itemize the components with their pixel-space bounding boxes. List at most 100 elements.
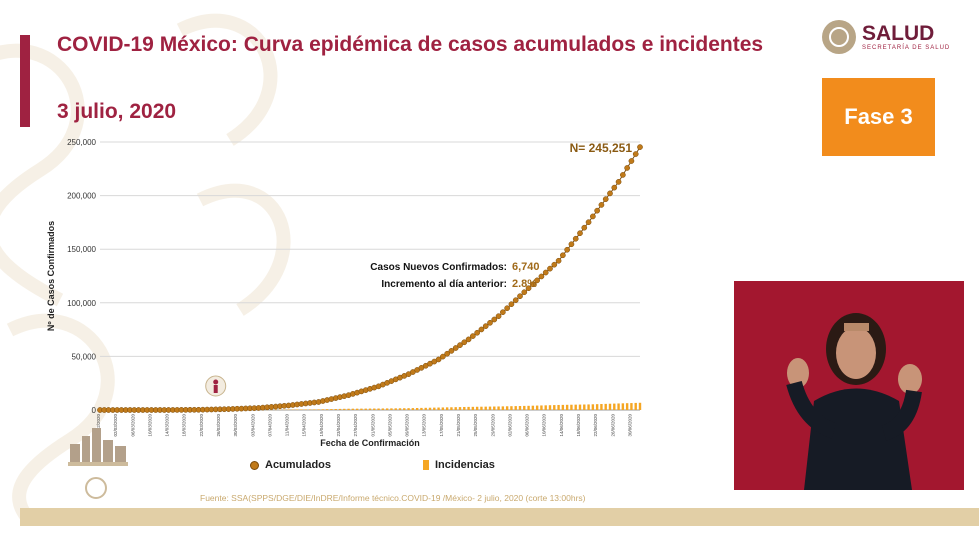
cumulative-point (521, 289, 528, 296)
cumulative-point (598, 202, 605, 208)
incidence-bar (295, 409, 299, 410)
x-tick-label: 27/04/2020 (353, 414, 358, 437)
incidence-bar (527, 405, 530, 410)
x-axis-title: Fecha de Confirmación (320, 438, 420, 448)
cumulative-point (457, 342, 463, 348)
x-tick-label: 21/05/2020 (456, 414, 461, 437)
incidence-bar (613, 403, 616, 410)
incidence-bar (420, 407, 423, 410)
cumulative-point (517, 293, 523, 300)
incidence-bar (407, 408, 410, 410)
cumulative-point (440, 353, 446, 360)
sign-language-interpreter-video (734, 281, 964, 490)
background-pattern (0, 13, 291, 520)
incidence-bar (377, 408, 380, 410)
x-tick-label: 09/05/2020 (405, 414, 410, 437)
interpreter-figure (734, 281, 964, 490)
incidence-bar (287, 409, 290, 411)
incidence-bar (540, 405, 543, 410)
cumulative-point (547, 265, 553, 272)
x-tick-label: 26/06/2020 (610, 414, 615, 437)
town-illustration-icon (68, 428, 128, 466)
incidence-bar (604, 403, 607, 410)
incidence-bar (548, 405, 552, 410)
x-tick-label: 27/02/2020 (96, 414, 101, 437)
x-tick-label: 01/05/2020 (370, 414, 375, 437)
x-tick-label: 15/04/2020 (302, 414, 307, 437)
cumulative-point (491, 316, 498, 323)
phase-badge: Fase 3 (822, 78, 935, 156)
incidence-bar (510, 406, 513, 410)
x-tick-label: 02/03/2020 (113, 414, 118, 437)
incidence-bar (351, 408, 355, 410)
incidence-bar (403, 408, 406, 410)
incidence-bar (553, 405, 556, 410)
incidence-bar (458, 407, 462, 410)
y-tick-label: 0 (92, 406, 97, 415)
incidence-bar (415, 407, 419, 410)
incidence-bar (583, 404, 586, 410)
incidence-bar (493, 406, 496, 410)
incidence-bar (450, 407, 453, 410)
incidence-bar (398, 408, 402, 410)
incidence-bar (505, 406, 509, 410)
new-cases-value: 6,740 (512, 261, 540, 273)
cumulative-point (624, 165, 630, 171)
incidence-bar (368, 408, 372, 410)
incidence-bar (484, 406, 487, 410)
new-cases-annotation: Casos Nuevos Confirmados: 6,740 Incremento… (370, 261, 539, 290)
y-tick-label: 50,000 (72, 352, 97, 361)
incidence-bar (595, 404, 599, 410)
x-tick-label: 10/03/2020 (147, 414, 152, 437)
y-tick-label: 200,000 (67, 192, 96, 201)
incidence-bar (501, 406, 505, 410)
incidence-bar (373, 408, 376, 410)
incidence-bar (385, 408, 389, 410)
cumulative-point (500, 309, 506, 316)
incidence-bar (518, 406, 522, 410)
incidence-bar (497, 406, 500, 410)
cumulative-point (542, 269, 549, 276)
x-tick-label: 26/03/2020 (216, 414, 221, 437)
cumulative-point (508, 301, 515, 308)
logo-name: SALUD (862, 22, 935, 45)
incidence-bar (308, 409, 312, 410)
incidence-bar (617, 403, 620, 410)
new-cases-label: Casos Nuevos Confirmados: (370, 262, 507, 273)
incidence-bar (338, 408, 342, 410)
y-tick-label: 250,000 (67, 138, 96, 147)
x-tick-label: 10/06/2020 (542, 414, 547, 437)
incidence-bar (488, 406, 492, 410)
x-tick-label: 18/06/2020 (576, 414, 581, 437)
cumulative-line (100, 146, 641, 411)
y-tick-label: 150,000 (67, 245, 96, 254)
epidemic-curve-chart: 0 50,000 100,000 150,000 200,000 250,000 27/02… (46, 138, 643, 448)
x-tick-label: 05/05/2020 (387, 414, 392, 437)
cumulative-point (560, 252, 566, 259)
x-tick-label: 23/04/2020 (336, 414, 341, 437)
cumulative-point (632, 151, 639, 157)
figure-marker-head (213, 379, 219, 385)
incidence-bar (283, 409, 286, 411)
cumulative-point (482, 323, 489, 329)
x-tick-label: 03/04/2020 (250, 414, 255, 437)
incidence-bar (270, 409, 273, 411)
cumulative-point (611, 184, 618, 191)
incidence-bar (480, 406, 483, 410)
incidence-bar (578, 404, 582, 410)
incidence-bar (325, 409, 329, 410)
cumulative-point (448, 348, 455, 354)
incidence-bar (300, 409, 303, 410)
cumulative-point (461, 339, 468, 346)
x-tick-label: 18/03/2020 (182, 414, 187, 437)
incidence-bar (278, 409, 282, 411)
incidence-bar (433, 407, 436, 410)
x-tick-label: 02/06/2020 (507, 414, 512, 437)
incidence-bar (454, 407, 457, 410)
x-tick-label: 11/04/2020 (285, 414, 290, 437)
incidence-bar (557, 404, 560, 410)
increase-value: 2.8% (512, 278, 537, 290)
total-cases-label: N= 245,251 (570, 141, 633, 155)
x-tick-label: 25/05/2020 (473, 414, 478, 437)
x-tick-label: 19/04/2020 (319, 414, 324, 437)
